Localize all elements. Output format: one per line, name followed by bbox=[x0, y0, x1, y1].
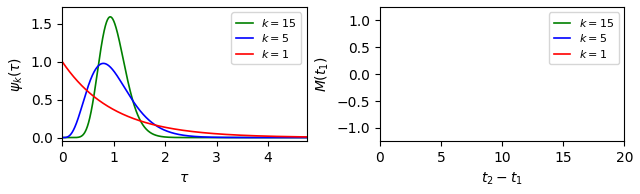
Legend: $k=15$, $k=5$, $k=1$: $k=15$, $k=5$, $k=1$ bbox=[232, 12, 301, 64]
Y-axis label: $\psi_k(\tau)$: $\psi_k(\tau)$ bbox=[7, 57, 25, 92]
Y-axis label: $M(t_1)$: $M(t_1)$ bbox=[314, 56, 331, 92]
X-axis label: $\tau$: $\tau$ bbox=[179, 171, 189, 185]
X-axis label: $t_2 - t_1$: $t_2 - t_1$ bbox=[481, 171, 523, 187]
Legend: $k=15$, $k=5$, $k=1$: $k=15$, $k=5$, $k=1$ bbox=[549, 12, 619, 64]
